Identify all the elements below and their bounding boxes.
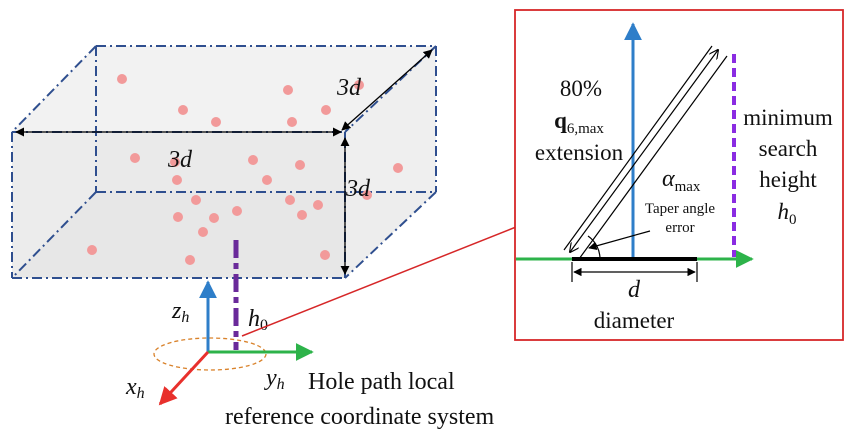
search-label: search	[759, 136, 818, 161]
point	[248, 155, 258, 165]
point	[321, 105, 331, 115]
local-coordinate-system: zh yh xh h0 Hole path local reference co…	[125, 240, 495, 430]
alpha-max-label: αmax	[662, 166, 701, 195]
depth-dimension-arrow	[341, 49, 433, 131]
x-axis-arrow	[158, 350, 210, 406]
width-label: 3d	[167, 147, 193, 173]
point	[262, 175, 272, 185]
d-label: d	[628, 277, 641, 303]
extension-word-label: extension	[535, 140, 624, 165]
point	[209, 213, 219, 223]
zoom-leader-line	[241, 226, 517, 337]
point	[117, 74, 127, 84]
minimum-label: minimum	[743, 105, 833, 130]
point	[172, 175, 182, 185]
y-axis-label: yh	[264, 365, 285, 393]
caption-line-2: reference coordinate system	[225, 404, 495, 430]
point	[178, 105, 188, 115]
extension-dimension-arrow	[570, 50, 718, 252]
point	[283, 85, 293, 95]
point-cloud	[87, 74, 403, 265]
point	[170, 157, 180, 167]
x-axis-label: xh	[125, 374, 145, 402]
h0-label: h0	[248, 306, 268, 334]
point	[87, 245, 97, 255]
inset-h0-label: h0	[778, 199, 797, 228]
point	[191, 195, 201, 205]
depth-label: 3d	[336, 75, 362, 101]
extension-percent-label: 80%	[560, 76, 602, 101]
detail-inset: 80% q6,max extension αmax Taper angle er…	[514, 9, 844, 341]
taper-pointer-arrow	[588, 230, 651, 251]
point	[285, 195, 295, 205]
diameter-label: diameter	[594, 308, 675, 333]
height-label: height	[759, 167, 817, 192]
taper-angle-label: Taper angle	[645, 201, 716, 217]
point	[313, 200, 323, 210]
point	[295, 160, 305, 170]
point	[362, 190, 372, 200]
caption-line-1: Hole path local	[308, 369, 455, 395]
z-axis-label: zh	[171, 298, 189, 326]
point	[393, 163, 403, 173]
search-box: 3d 3d 3d	[11, 45, 437, 279]
q-symbol-label: q6,max	[554, 108, 604, 137]
point	[211, 117, 221, 127]
box-bottom-face	[12, 192, 436, 278]
point	[320, 250, 330, 260]
point	[297, 210, 307, 220]
point	[185, 255, 195, 265]
taper-error-label: error	[665, 220, 694, 236]
point	[232, 206, 242, 216]
hole-ellipse	[153, 337, 267, 371]
point	[287, 117, 297, 127]
height-label: 3d	[345, 176, 371, 202]
point	[130, 153, 140, 163]
point	[173, 212, 183, 222]
point	[198, 227, 208, 237]
